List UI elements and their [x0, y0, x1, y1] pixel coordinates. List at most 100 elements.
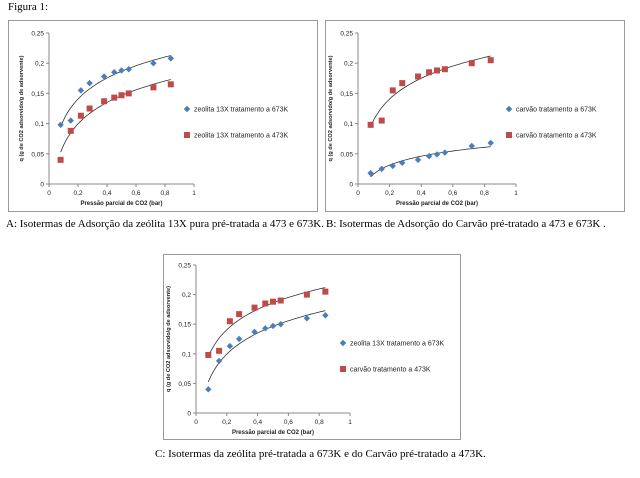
legend-marker-series-2	[184, 132, 190, 138]
chart-c: 0 0,05 0,1 0,15 0,2 0,25 0 0,2 0,4 0,6 0,8 1 Pressão…	[166, 263, 445, 437]
legend-label-series-1: carvão tratamento a 673K	[516, 107, 597, 114]
data-point-series-2	[367, 121, 374, 128]
data-point-series-1	[118, 67, 125, 74]
x-tick-label: 1	[192, 190, 196, 197]
legend-label-series-1: zeolita 13X tratamento a 673K	[194, 107, 289, 114]
x-tick-label: 0	[356, 190, 360, 197]
y-tick-label: 0,05	[31, 151, 44, 158]
x-tick-label: 0,4	[253, 419, 262, 426]
x-tick-label: 0,2	[73, 190, 82, 197]
y-tick-label: 0,1	[182, 351, 191, 358]
chart-a: 0 0,05 0,1 0,15 0,2 0,25 0 0,2 0,4 0,6 0,8 1 Pressão…	[19, 31, 289, 208]
caption-a: A: Isotermas de Adsorção da zeólita 13X …	[6, 218, 324, 230]
data-point-series-2	[270, 298, 276, 305]
y-tick-label: 0,05	[178, 381, 191, 388]
y-tick-label: 0,15	[178, 322, 191, 329]
x-tick-label: 0,8	[315, 419, 324, 426]
data-point-series-1	[100, 73, 108, 80]
data-point-series-1	[389, 162, 396, 170]
trendline-series-1	[207, 310, 326, 382]
y-tick-label: 0,25	[178, 263, 191, 270]
trendline-series-1	[370, 146, 491, 178]
y-tick-label: 0,1	[35, 121, 44, 128]
x-tick-label: 0,8	[160, 190, 169, 197]
chart-panel-c: 0 0,05 0,1 0,15 0,2 0,25 0 0,2 0,4 0,6 0,8 1 Pressão…	[163, 254, 461, 440]
data-point-series-1	[487, 139, 494, 147]
legend-label-series-2: carvão tratamento a 473K	[516, 133, 597, 140]
data-point-series-1	[303, 315, 311, 322]
x-tick-label: 1	[348, 419, 352, 426]
y-axis-label: q (g de CO2 adsorvido/g de adsorvente)	[19, 55, 25, 161]
y-tick-label: 0,25	[340, 31, 353, 38]
y-tick-label: 0,2	[344, 61, 353, 68]
x-tick-label: 0,6	[284, 419, 293, 426]
x-tick-label: 1	[514, 190, 518, 197]
data-point-series-1	[378, 165, 385, 173]
x-tick-label: 0,6	[131, 190, 140, 197]
figure-title: Figura 1:	[8, 1, 49, 13]
trendline-series-1	[60, 55, 171, 127]
data-point-series-2	[167, 81, 174, 88]
x-tick-label: 0,6	[448, 190, 457, 197]
x-axis-label: Pressão parcial de CO2 (bar)	[80, 201, 162, 207]
data-point-series-1	[215, 357, 223, 365]
data-point-series-2	[426, 69, 433, 76]
data-point-series-2	[322, 288, 329, 295]
data-point-series-1	[433, 151, 441, 158]
data-point-series-1	[399, 159, 406, 167]
data-point-series-1	[57, 121, 64, 129]
legend-label-series-1: zeolita 13X tratamento a 673K	[350, 341, 445, 348]
x-tick-label: 0	[47, 190, 51, 197]
data-point-series-1	[235, 335, 243, 343]
data-point-series-2	[415, 73, 422, 80]
data-point-series-1	[226, 342, 234, 350]
data-point-series-1	[86, 79, 93, 87]
y-tick-label: 0,15	[340, 91, 353, 98]
data-point-series-1	[205, 386, 212, 393]
data-point-series-1	[111, 69, 118, 76]
data-point-series-2	[389, 87, 396, 94]
data-point-series-2	[77, 112, 84, 119]
x-tick-label: 0,2	[222, 419, 231, 426]
y-tick-label: 0,25	[31, 31, 44, 38]
y-tick-label: 0,2	[182, 292, 191, 299]
x-axis-label: Pressão parcial de CO2 (bar)	[232, 430, 314, 436]
legend-marker-series-1	[339, 339, 347, 347]
data-point-series-1	[322, 312, 329, 319]
data-point-series-2	[441, 66, 448, 73]
data-point-series-2	[251, 304, 258, 311]
data-point-series-1	[277, 321, 284, 328]
y-tick-label: 0	[187, 411, 191, 418]
legend-label-series-2: carvão tratamento a 473K	[350, 367, 431, 374]
data-point-series-2	[277, 297, 284, 304]
data-point-series-1	[414, 156, 422, 164]
x-tick-label: 0,8	[480, 190, 489, 197]
data-point-series-1	[262, 325, 269, 332]
x-tick-label: 0,4	[417, 190, 426, 197]
data-point-series-2	[226, 318, 233, 325]
data-point-series-2	[57, 156, 64, 163]
legend-marker-series-2	[340, 366, 346, 372]
data-point-series-2	[86, 105, 93, 112]
chart-b: 0 0,05 0,1 0,15 0,2 0,25 0 0,2 0,4 0,6 0,8 1 Pressão…	[328, 31, 597, 208]
y-tick-label: 0,05	[340, 151, 353, 158]
data-point-series-2	[118, 92, 125, 99]
data-point-series-2	[125, 90, 132, 97]
y-axis-label: q (g de CO2 adsorvido/g de adsorvente)	[328, 55, 334, 161]
chart-panel-b: 0 0,05 0,1 0,15 0,2 0,25 0 0,2 0,4 0,6 0,8 1 Pressão…	[325, 20, 625, 212]
data-point-series-2	[236, 311, 243, 318]
y-axis-label: q (g de CO2 adsorvido/g de adsorvente)	[166, 286, 172, 392]
data-point-series-1	[77, 87, 85, 94]
legend-marker-series-2	[506, 132, 512, 138]
data-point-series-1	[67, 117, 74, 124]
legend-marker-series-1	[505, 105, 513, 113]
caption-c: C: Isotermas da zeólita pré-tratada a 67…	[155, 448, 486, 460]
data-point-series-2	[67, 127, 74, 134]
data-point-series-1	[150, 60, 157, 67]
data-point-series-1	[251, 328, 258, 336]
data-point-series-2	[216, 347, 223, 354]
x-axis-label: Pressão parcial de CO2 (bar)	[396, 201, 478, 207]
data-point-series-2	[468, 60, 475, 67]
data-point-series-2	[111, 94, 118, 101]
data-point-series-2	[434, 67, 440, 74]
